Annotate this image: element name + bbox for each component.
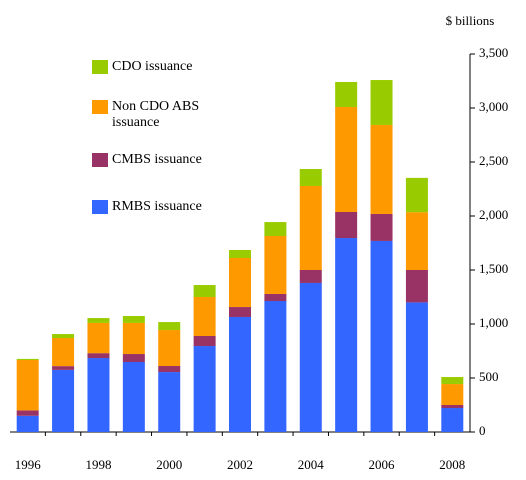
bar-segment [405,302,428,432]
bar-segment [370,80,393,125]
y-tick-label: 2,500 [479,153,508,168]
x-tick-label: 2000 [156,457,182,472]
x-tick-label: 1996 [15,457,42,472]
bar-segment [158,366,181,373]
y-tick-label: 3,500 [479,45,508,60]
y-tick-label: 500 [479,369,499,384]
bar-segment [370,124,393,214]
bar-segment [264,222,287,236]
bar-segment [405,212,428,270]
bar-segment [122,362,145,432]
bar-segment [193,285,216,297]
bar-segment [52,334,75,339]
bar-segment [441,408,464,432]
x-tick-label: 2002 [227,457,253,472]
legend-label: CMBS issuance [112,152,202,167]
bar-segment [299,185,322,270]
bar-segment [264,293,287,301]
bar-segment [52,369,75,432]
bar-segment [52,338,75,367]
bar-segment [229,316,251,432]
legend-swatch [92,100,108,114]
bar-segment [16,359,39,411]
legend-swatch [92,153,108,167]
bar-segment [441,405,464,409]
legend-label: Non CDO ABS issuance [112,99,200,130]
bar-segment [299,169,322,186]
x-tick-label: 2004 [298,457,325,472]
bar-segment [158,330,181,367]
bar-segment [229,307,251,317]
bar-segment [264,235,287,294]
bar-segment [299,282,322,432]
bar-segment [405,177,428,213]
bar-segment [122,316,145,323]
bar-segment [335,212,358,239]
bar-segment [52,366,75,370]
bar-segment [370,213,393,241]
bar-segment [229,258,251,308]
x-tick-label: 1998 [85,457,111,472]
y-tick-label: 0 [479,423,486,438]
bar-segment [335,238,358,432]
bar-segment [16,410,39,416]
bar-segment [16,415,39,432]
bar-segment [87,318,110,323]
bar-segment [264,300,287,432]
bar-segment [229,250,251,259]
bar-segment [299,270,322,283]
bar-segment [87,353,110,359]
y-tick-label: 1,500 [479,261,508,276]
bar-segment [441,377,464,385]
bar-segment [193,335,216,347]
legend-label: RMBS issuance [112,199,202,214]
bar-segment [335,107,358,213]
bar-segment [158,372,181,432]
bar-segment [193,297,216,336]
y-axis-label: $ billions [446,13,495,28]
bar-segment [370,240,393,432]
bar-segment [122,354,145,363]
legend-swatch [92,60,108,74]
legend-swatch [92,200,108,214]
bar-segment [193,346,216,432]
y-tick-label: 3,000 [479,99,508,114]
y-tick-label: 1,000 [479,315,508,330]
bar-segment [158,322,181,331]
bar-segment [87,358,110,432]
bar-segment [122,322,145,355]
bar-segment [405,270,428,303]
legend-label: CDO issuance [112,59,193,74]
y-tick-label: 2,000 [479,207,508,222]
bar-segment [335,81,358,108]
bar-segment [441,384,464,405]
bar-segment [87,322,110,354]
x-tick-label: 2006 [369,457,396,472]
bar-segment [16,358,39,360]
x-tick-label: 2008 [439,457,465,472]
